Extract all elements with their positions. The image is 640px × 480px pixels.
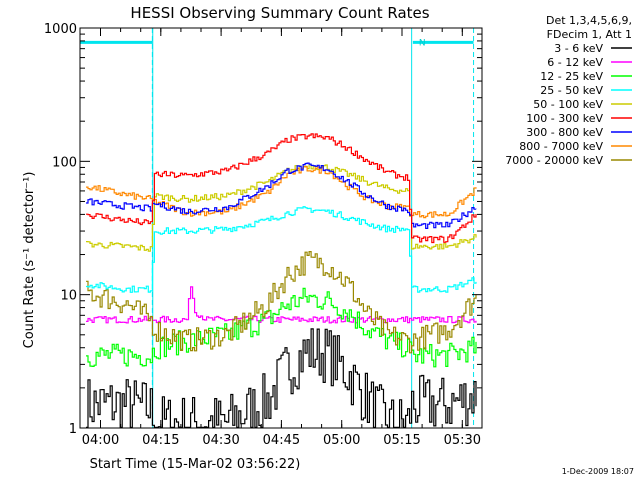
legend-entry-label: 25 - 50 keV xyxy=(540,84,603,97)
series-line xyxy=(86,206,477,293)
y-tick-label: 1 xyxy=(69,422,77,437)
y-tick-label: 100 xyxy=(52,155,77,170)
legend-header: Det 1,3,4,5,6,9, xyxy=(546,14,632,27)
series-line xyxy=(86,164,477,252)
legend-header: FDecim 1, Att 1 xyxy=(547,28,632,41)
x-axis-label: Start Time (15-Mar-02 03:56:22) xyxy=(90,457,301,472)
night-marker-label: N xyxy=(419,38,426,48)
legend-entry-label: 6 - 12 keV xyxy=(547,56,603,69)
y-tick-label: 1000 xyxy=(44,22,77,37)
axes: 04:00 04:15 04:30 04:45 05:00 05:15 05:30 1 10 10… xyxy=(44,22,483,448)
x-tick-label: 04:30 xyxy=(202,433,239,448)
footer-date: 1-Dec-2009 18:07 xyxy=(562,467,634,476)
series-line xyxy=(86,133,477,244)
legend-entry-label: 12 - 25 keV xyxy=(540,70,603,83)
legend-entry-label: 300 - 800 keV xyxy=(526,126,603,139)
plot-frame xyxy=(79,27,483,429)
legend-entry-label: 7000 - 20000 keV xyxy=(505,154,603,167)
legend-entry-label: 100 - 300 keV xyxy=(526,112,603,125)
y-axis-label: Count Rate (s⁻¹ detector⁻¹) xyxy=(22,172,37,349)
legend-entry-label: 3 - 6 keV xyxy=(554,42,603,55)
x-tick-label: 04:45 xyxy=(263,433,300,448)
x-tick-label: 04:00 xyxy=(82,433,119,448)
series-line xyxy=(86,286,477,324)
legend-entry-label: 800 - 7000 keV xyxy=(519,140,603,153)
x-tick-label: 04:15 xyxy=(142,433,179,448)
legend-entry-label: 50 - 100 keV xyxy=(533,98,603,111)
x-tick-label: 05:00 xyxy=(323,433,360,448)
x-tick-label: 05:30 xyxy=(444,433,481,448)
chart-title: HESSI Observing Summary Count Rates xyxy=(130,4,429,22)
series-line xyxy=(86,328,477,428)
y-tick-label: 10 xyxy=(60,289,77,304)
series-line xyxy=(86,251,477,354)
series-layer xyxy=(86,133,477,428)
legend: Det 1,3,4,5,6,9,FDecim 1, Att 13 - 6 keV… xyxy=(505,14,632,167)
x-tick-label: 05:15 xyxy=(383,433,420,448)
